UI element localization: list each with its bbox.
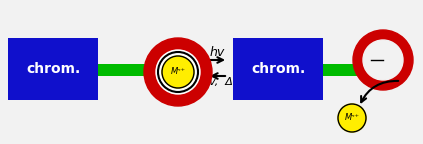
Text: chrom.: chrom. bbox=[251, 62, 305, 76]
Circle shape bbox=[144, 38, 212, 106]
Circle shape bbox=[338, 104, 366, 132]
Bar bbox=[233, 38, 323, 100]
Text: hv,  Δ: hv, Δ bbox=[202, 77, 232, 87]
Circle shape bbox=[156, 50, 200, 94]
Circle shape bbox=[162, 56, 194, 88]
Text: Mⁿ⁺: Mⁿ⁺ bbox=[170, 68, 186, 76]
Bar bbox=[323, 64, 373, 76]
Bar bbox=[8, 38, 98, 100]
Text: hv: hv bbox=[209, 46, 225, 58]
Circle shape bbox=[363, 40, 403, 80]
FancyArrowPatch shape bbox=[361, 81, 398, 102]
Text: chrom.: chrom. bbox=[26, 62, 80, 76]
Circle shape bbox=[353, 30, 413, 90]
Bar bbox=[98, 64, 158, 76]
Text: Mⁿ⁺: Mⁿ⁺ bbox=[344, 113, 360, 123]
